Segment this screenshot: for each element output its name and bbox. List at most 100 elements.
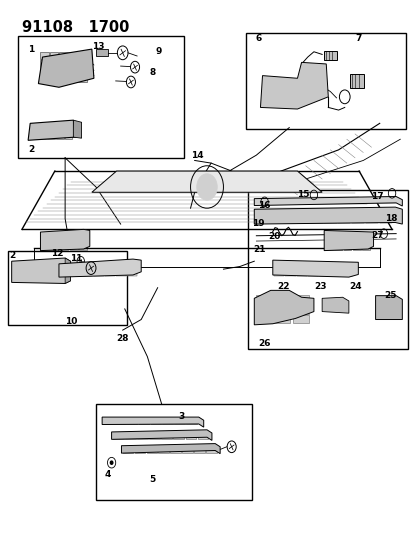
Bar (78, 241, 87, 249)
Bar (352, 233, 360, 241)
Bar (7, 251, 126, 325)
Text: 14: 14 (190, 151, 203, 160)
Bar (150, 419, 161, 424)
Bar (122, 448, 133, 453)
Bar (292, 305, 308, 313)
Bar (334, 242, 342, 249)
Bar (69, 75, 77, 82)
Polygon shape (40, 229, 90, 251)
Text: 27: 27 (370, 231, 383, 240)
Bar (273, 87, 282, 93)
Bar (273, 270, 283, 276)
Bar (334, 233, 342, 241)
Bar (343, 242, 351, 249)
Bar (283, 100, 292, 106)
Bar (273, 305, 290, 313)
Bar (170, 448, 180, 453)
Bar (24, 272, 34, 281)
Bar (82, 262, 92, 269)
Bar (69, 232, 78, 240)
Bar (255, 305, 271, 313)
Polygon shape (73, 120, 81, 138)
Text: 9: 9 (155, 47, 161, 56)
Bar (352, 242, 360, 249)
Bar (273, 295, 290, 304)
Bar (330, 270, 341, 276)
Text: 26: 26 (258, 339, 270, 348)
Text: 13: 13 (92, 42, 104, 51)
Bar (255, 314, 271, 323)
Bar (56, 123, 64, 131)
Bar (247, 190, 408, 349)
Bar (51, 241, 59, 249)
Bar (325, 242, 332, 249)
Bar (185, 434, 196, 439)
Text: 2: 2 (9, 252, 16, 261)
Bar (50, 52, 58, 59)
Bar (116, 262, 126, 269)
Bar (263, 80, 272, 86)
Bar (35, 261, 45, 271)
Text: 15: 15 (297, 190, 309, 199)
Polygon shape (65, 258, 70, 284)
Bar (104, 270, 114, 276)
Bar (324, 212, 336, 223)
Bar (273, 263, 283, 269)
Bar (283, 87, 292, 93)
Bar (13, 261, 23, 271)
Bar (42, 241, 50, 249)
Polygon shape (102, 417, 203, 427)
Bar (161, 434, 172, 439)
Text: 23: 23 (313, 282, 325, 291)
Bar (78, 232, 87, 240)
Bar (93, 270, 103, 276)
Bar (296, 212, 308, 223)
Bar (50, 75, 58, 82)
Polygon shape (254, 197, 401, 206)
Text: 17: 17 (370, 192, 383, 201)
Text: 19: 19 (252, 219, 264, 228)
Text: 7: 7 (354, 34, 361, 43)
Bar (39, 123, 46, 131)
Bar (323, 51, 336, 60)
Bar (64, 123, 72, 131)
Bar (325, 233, 332, 241)
Bar (30, 123, 38, 131)
Bar (47, 123, 55, 131)
Bar (273, 93, 282, 99)
Polygon shape (28, 120, 75, 140)
Bar (173, 434, 184, 439)
Bar (245, 33, 406, 128)
Bar (282, 212, 294, 223)
Bar (273, 80, 282, 86)
Bar (78, 52, 86, 59)
Bar (137, 434, 147, 439)
Bar (71, 270, 81, 276)
Bar (174, 419, 184, 424)
Bar (292, 314, 308, 323)
Bar (116, 270, 126, 276)
Bar (78, 75, 86, 82)
Bar (343, 233, 351, 241)
Bar (104, 262, 114, 269)
Bar (60, 241, 68, 249)
Bar (283, 93, 292, 99)
Text: 1: 1 (28, 45, 34, 54)
Text: 20: 20 (267, 232, 280, 241)
Polygon shape (254, 207, 401, 224)
Text: 91108   1700: 91108 1700 (22, 20, 129, 35)
Bar (308, 263, 318, 269)
Bar (149, 434, 159, 439)
Bar (134, 448, 145, 453)
Bar (296, 263, 306, 269)
Bar (162, 419, 173, 424)
Polygon shape (254, 290, 313, 325)
Polygon shape (260, 62, 328, 109)
Circle shape (110, 461, 113, 464)
Bar (46, 272, 56, 281)
Bar (255, 295, 271, 304)
Bar (273, 314, 290, 323)
Bar (273, 100, 282, 106)
Bar (69, 60, 77, 67)
Bar (308, 270, 318, 276)
